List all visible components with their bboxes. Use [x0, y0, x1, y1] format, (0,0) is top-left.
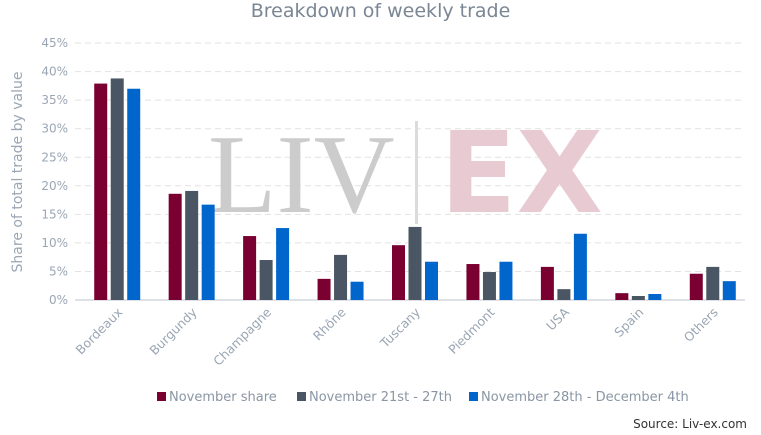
bar-burgundy-series-3 — [201, 204, 215, 300]
y-tick-label: 0% — [49, 293, 68, 307]
bar-others-series-2 — [706, 266, 720, 300]
bar-rhône-series-1 — [317, 278, 331, 300]
chart-title: Breakdown of weekly trade — [250, 0, 511, 22]
y-tick-label: 45% — [41, 36, 68, 50]
y-axis-label: Share of total trade by value — [10, 72, 26, 273]
bar-piedmont-series-2 — [482, 272, 496, 300]
y-tick-label: 20% — [41, 179, 68, 193]
bar-usa-series-1 — [540, 266, 554, 300]
legend-swatch — [297, 392, 306, 401]
bar-champagne-series-3 — [276, 228, 290, 300]
bar-rhône-series-3 — [350, 281, 364, 300]
y-tick-label: 40% — [41, 65, 68, 79]
legend-swatch — [157, 392, 166, 401]
x-tick-label: Spain — [611, 305, 646, 340]
y-tick-label: 5% — [49, 264, 68, 278]
bar-spain-series-2 — [631, 296, 645, 300]
x-tick-label: Tuscany — [376, 304, 423, 351]
y-tick-label: 30% — [41, 122, 68, 136]
x-tick-label: Bordeaux — [72, 305, 125, 358]
bar-piedmont-series-3 — [499, 261, 513, 300]
bar-rhône-series-2 — [334, 254, 348, 300]
bar-usa-series-3 — [573, 233, 587, 300]
source-note: Source: Liv-ex.com — [633, 417, 747, 431]
y-tick-label: 25% — [41, 150, 68, 164]
liv-ex-watermark: LIV EX — [208, 109, 603, 239]
legend-label: November 28th - December 4th — [481, 390, 689, 405]
x-tick-label: Others — [681, 305, 721, 345]
y-tick-label: 35% — [41, 93, 68, 107]
bar-others-series-1 — [689, 273, 703, 300]
svg-text:LIV: LIV — [208, 113, 395, 237]
svg-text:EX: EX — [440, 109, 603, 239]
legend-swatch — [469, 392, 478, 401]
bar-bordeaux-series-1 — [94, 83, 108, 300]
bar-tuscany-series-2 — [408, 226, 422, 300]
bar-bordeaux-series-2 — [110, 78, 124, 301]
bar-bordeaux-series-3 — [127, 88, 141, 300]
legend-label: November 21st - 27th — [309, 390, 452, 405]
x-tick-label: Burgundy — [146, 304, 200, 358]
x-tick-label: Champagne — [210, 304, 274, 368]
bar-spain-series-3 — [648, 294, 662, 300]
x-tick-label: Piedmont — [445, 304, 497, 356]
x-tick-label: Rhône — [310, 304, 349, 343]
bar-champagne-series-2 — [259, 260, 273, 300]
bar-tuscany-series-1 — [392, 245, 405, 300]
bar-burgundy-series-1 — [168, 193, 182, 300]
bar-spain-series-1 — [615, 293, 629, 300]
bar-tuscany-series-3 — [425, 261, 438, 300]
y-tick-label: 15% — [41, 207, 68, 221]
bar-burgundy-series-2 — [185, 190, 199, 300]
y-tick-label: 10% — [41, 236, 68, 250]
bar-champagne-series-1 — [243, 236, 257, 300]
x-tick-label: USA — [543, 304, 572, 333]
bar-piedmont-series-1 — [466, 264, 480, 300]
bar-usa-series-2 — [557, 289, 571, 300]
legend-label: November share — [169, 390, 277, 405]
bar-others-series-3 — [722, 281, 736, 300]
